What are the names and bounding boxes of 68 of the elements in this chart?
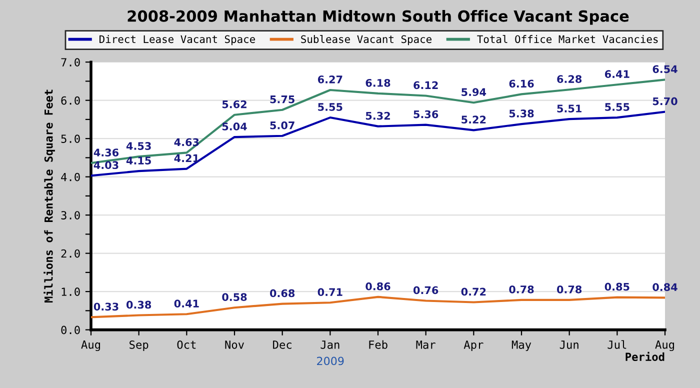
data-label: 6.28 bbox=[557, 75, 582, 84]
data-label: 4.53 bbox=[126, 142, 151, 150]
data-label: 0.76 bbox=[413, 286, 438, 294]
data-label: 6.54 bbox=[652, 65, 678, 74]
x-tick-label: Aug bbox=[655, 340, 674, 352]
x-tick-label: Nov bbox=[225, 340, 244, 349]
data-label: 5.75 bbox=[270, 96, 294, 104]
data-label: 5.55 bbox=[605, 103, 630, 111]
data-label: 0.86 bbox=[366, 282, 390, 290]
data-label: 5.70 bbox=[652, 97, 678, 106]
y-tick-label: 2.0 bbox=[61, 249, 80, 258]
y-tick-label: 5.0 bbox=[61, 134, 80, 143]
x-tick-label: Aug bbox=[81, 340, 100, 352]
legend-label: Sublease Vacant Space bbox=[301, 34, 432, 46]
data-label: 5.04 bbox=[222, 122, 247, 130]
data-label: 0.33 bbox=[94, 302, 118, 311]
x-tick-label: May bbox=[512, 340, 532, 352]
x-tick-label: Dec bbox=[273, 340, 292, 349]
data-label: 5.55 bbox=[318, 103, 342, 111]
y-tick-label: 0.0 bbox=[61, 326, 80, 334]
data-label: 5.62 bbox=[222, 100, 246, 108]
y-tick-label: 7.0 bbox=[61, 58, 80, 66]
text: 2009 bbox=[317, 356, 344, 366]
data-label: 4.36 bbox=[94, 148, 119, 156]
data-label: 5.22 bbox=[462, 116, 486, 124]
data-label: 4.03 bbox=[94, 161, 118, 170]
data-label: 5.32 bbox=[366, 112, 390, 120]
y-tick-label: 3.0 bbox=[61, 211, 80, 220]
x-tick-label: Feb bbox=[369, 340, 388, 349]
data-label: 6.41 bbox=[604, 70, 630, 78]
x-tick-label: Oct bbox=[177, 340, 196, 349]
data-label: 5.36 bbox=[414, 110, 438, 118]
data-label: 0.72 bbox=[461, 288, 486, 296]
y-tick-label: 1.0 bbox=[62, 288, 80, 296]
data-label: 0.68 bbox=[270, 289, 295, 298]
data-label: 6.18 bbox=[366, 78, 390, 87]
data-label: 6.27 bbox=[318, 76, 342, 84]
x-tick-label: Jun bbox=[560, 340, 578, 349]
data-label: 5.51 bbox=[557, 104, 582, 112]
legend-label: Total Office Market Vacancies bbox=[477, 34, 658, 44]
y-axis-title: Millions of Rentable Square Feet bbox=[44, 90, 55, 302]
data-label: 5.94 bbox=[462, 88, 486, 96]
data-label: 4.21 bbox=[174, 154, 199, 162]
data-label: 6.12 bbox=[414, 81, 438, 90]
x-tick-label: Sep bbox=[130, 340, 148, 352]
x-tick-label: Mar bbox=[416, 340, 436, 349]
data-label: 4.63 bbox=[174, 138, 199, 146]
y-tick-label: 6.0 bbox=[61, 96, 80, 105]
line-series bbox=[91, 110, 665, 177]
x-tick-label: Jul bbox=[608, 340, 626, 349]
x-axis-title: Period bbox=[626, 352, 664, 362]
data-label: 0.71 bbox=[318, 288, 342, 296]
data-label: 0.84 bbox=[652, 283, 678, 292]
x-tick-label: Apr bbox=[464, 340, 484, 352]
data-label: 5.07 bbox=[270, 121, 294, 130]
data-label: 6.16 bbox=[509, 80, 534, 88]
y-tick-label: 4.0 bbox=[61, 172, 80, 182]
data-label: 0.41 bbox=[174, 300, 199, 308]
data-label: 0.58 bbox=[222, 293, 247, 302]
data-label: 0.78 bbox=[556, 285, 582, 294]
data-label: 4.15 bbox=[126, 156, 151, 164]
data-label: 5.38 bbox=[509, 110, 534, 118]
data-label: 0.38 bbox=[126, 300, 152, 309]
chart-title: 2008-2009 Manhattan Midtown South Office Vacant Space bbox=[128, 10, 629, 25]
data-label: 0.85 bbox=[604, 282, 630, 291]
legend-label: Direct Lease Vacant Space bbox=[100, 35, 255, 46]
x-tick-label: Jan bbox=[320, 340, 340, 349]
data-label: 0.78 bbox=[509, 285, 534, 294]
